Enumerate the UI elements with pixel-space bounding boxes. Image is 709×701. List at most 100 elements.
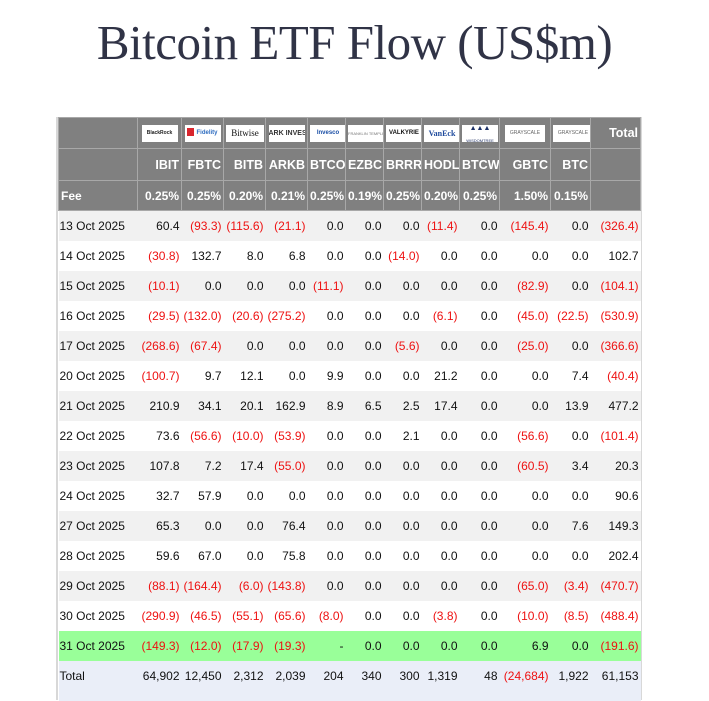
flow-ezbc: 0.0 [346, 271, 384, 301]
flow-btc: 0.0 [551, 631, 591, 661]
fee-btco: 0.25% [308, 181, 346, 211]
row-total: (104.1) [591, 271, 641, 301]
row-total: 90.6 [591, 481, 641, 511]
franklin-templeton-logo-icon: FRANKLIN TEMPLETON [348, 125, 384, 142]
fee-btcw: 0.25% [460, 181, 500, 211]
ticker-fbtc: FBTC [182, 149, 224, 181]
blackrock-logo-icon: BlackRock [142, 125, 178, 142]
page-title: Bitcoin ETF Flow (US$m) [0, 14, 709, 71]
flow-btc: 0.0 [551, 541, 591, 571]
valkyrie-logo-icon: VALKYRIE [386, 125, 422, 142]
flow-brrr: 0.0 [384, 571, 422, 601]
flow-bitb: (115.6) [224, 211, 266, 242]
flow-brrr: 2.5 [384, 391, 422, 421]
flow-arkb: 0.0 [266, 331, 308, 361]
row-total: 149.3 [591, 511, 641, 541]
row-date: 15 Oct 2025 [59, 271, 138, 301]
fee-ezbc: 0.19% [346, 181, 384, 211]
flow-btc: 0.0 [551, 481, 591, 511]
flow-hodl: 0.0 [422, 421, 460, 451]
flow-btcw: 0.0 [460, 481, 500, 511]
flow-gbtc: (65.0) [500, 571, 551, 601]
flow-bitb: 0.0 [224, 331, 266, 361]
table-row: 16 Oct 2025(29.5)(132.0)(20.6)(275.2)0.0… [59, 301, 641, 331]
row-total: 477.2 [591, 391, 641, 421]
flow-fbtc: 7.2 [182, 451, 224, 481]
flow-ezbc: 6.5 [346, 391, 384, 421]
flow-btcw: 0.0 [460, 451, 500, 481]
ticker-hodl: HODL [422, 149, 460, 181]
row-date: 21 Oct 2025 [59, 391, 138, 421]
row-total: (40.4) [591, 361, 641, 391]
flow-bitb: (6.0) [224, 571, 266, 601]
row-total: (470.7) [591, 571, 641, 601]
flow-btc: 0.0 [551, 331, 591, 361]
flow-arkb: (55.0) [266, 451, 308, 481]
flow-hodl: 0.0 [422, 271, 460, 301]
flow-btcw: 0.0 [460, 601, 500, 631]
flow-gbtc: (10.0) [500, 601, 551, 631]
row-date: 17 Oct 2025 [59, 331, 138, 361]
flow-bitb: 0.0 [224, 541, 266, 571]
row-date: 22 Oct 2025 [59, 421, 138, 451]
cumulative-btc: 1,922 [551, 661, 591, 701]
row-date: 28 Oct 2025 [59, 541, 138, 571]
flow-gbtc: 6.9 [500, 631, 551, 661]
flow-fbtc: (164.4) [182, 571, 224, 601]
flow-brrr: 0.0 [384, 211, 422, 242]
flow-brrr: (5.6) [384, 331, 422, 361]
flow-ibit: (149.3) [138, 631, 182, 661]
flow-arkb: (21.1) [266, 211, 308, 242]
flow-fbtc: (12.0) [182, 631, 224, 661]
flow-hodl: 17.4 [422, 391, 460, 421]
flow-gbtc: (56.6) [500, 421, 551, 451]
fee-btc: 0.15% [551, 181, 591, 211]
flow-hodl: (3.8) [422, 601, 460, 631]
flow-bitb: 0.0 [224, 481, 266, 511]
flow-ibit: 65.3 [138, 511, 182, 541]
flow-gbtc: 0.0 [500, 481, 551, 511]
issuer-logo-vaneck: VanEck [422, 118, 460, 149]
row-date: 29 Oct 2025 [59, 571, 138, 601]
flow-arkb: 76.4 [266, 511, 308, 541]
flow-hodl: 0.0 [422, 541, 460, 571]
flow-btcw: 0.0 [460, 211, 500, 242]
issuer-logo-blackrock: BlackRock [138, 118, 182, 149]
flow-btco: 0.0 [308, 301, 346, 331]
flow-ezbc: 0.0 [346, 481, 384, 511]
flow-bitb: (55.1) [224, 601, 266, 631]
flow-gbtc: 0.0 [500, 541, 551, 571]
flow-hodl: 0.0 [422, 451, 460, 481]
flow-arkb: (143.8) [266, 571, 308, 601]
flow-btc: 0.0 [551, 421, 591, 451]
flow-bitb: 0.0 [224, 511, 266, 541]
fee-bitb: 0.20% [224, 181, 266, 211]
row-total: (101.4) [591, 421, 641, 451]
ticker-total-cell [591, 149, 641, 181]
flow-fbtc: 9.7 [182, 361, 224, 391]
ticker-row: IBIT FBTC BITB ARKB BTCO EZBC BRRR HODL … [59, 149, 641, 181]
flow-arkb: (275.2) [266, 301, 308, 331]
row-total: (488.4) [591, 601, 641, 631]
cumulative-fbtc: 12,450 [182, 661, 224, 701]
flow-brrr: 0.0 [384, 271, 422, 301]
flow-hodl: 21.2 [422, 361, 460, 391]
row-date: 31 Oct 2025 [59, 631, 138, 661]
ticker-bitb: BITB [224, 149, 266, 181]
flow-fbtc: 0.0 [182, 271, 224, 301]
flow-ezbc: 0.0 [346, 421, 384, 451]
flow-bitb: 12.1 [224, 361, 266, 391]
flow-ezbc: 0.0 [346, 451, 384, 481]
ticker-corner-cell [59, 149, 138, 181]
flow-btc: (22.5) [551, 301, 591, 331]
vaneck-logo-icon: VanEck [424, 125, 460, 142]
flow-btcw: 0.0 [460, 571, 500, 601]
